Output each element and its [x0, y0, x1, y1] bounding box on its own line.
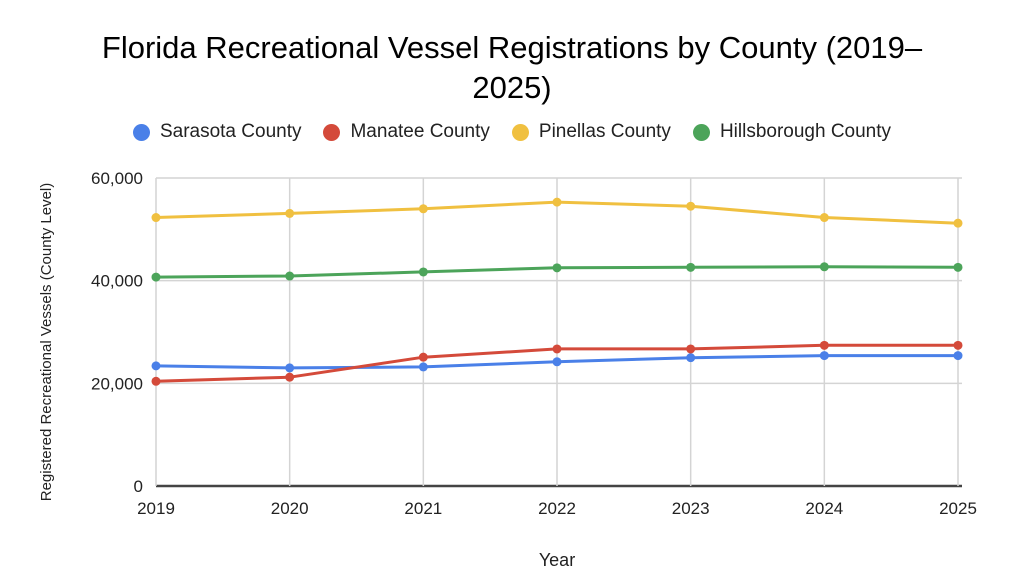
data-point[interactable]	[285, 271, 295, 281]
data-point[interactable]	[285, 363, 295, 373]
legend-item-manatee[interactable]: Manatee County	[323, 121, 490, 143]
legend-marker-icon	[692, 123, 710, 141]
data-point[interactable]	[418, 204, 428, 214]
data-point[interactable]	[151, 376, 161, 386]
data-point[interactable]	[151, 272, 161, 282]
data-point[interactable]	[151, 361, 161, 371]
data-point[interactable]	[552, 197, 562, 207]
data-point[interactable]	[418, 352, 428, 362]
x-tick-label: 2022	[538, 499, 576, 518]
data-point[interactable]	[552, 263, 562, 273]
data-point[interactable]	[953, 262, 963, 272]
data-point[interactable]	[953, 218, 963, 228]
y-axis-label: Registered Recreational Vessels (County …	[38, 183, 55, 502]
legend-label: Pinellas County	[538, 121, 671, 142]
y-tick-label: 60,000	[91, 169, 143, 188]
legend-label: Hillsborough County	[719, 121, 892, 142]
legend-item-pinellas[interactable]: Pinellas County	[511, 121, 671, 143]
grid-lines	[155, 177, 962, 488]
x-tick-label: 2024	[805, 499, 843, 518]
legend-label: Sarasota County	[159, 121, 302, 142]
y-tick-label: 20,000	[91, 374, 143, 393]
data-point[interactable]	[285, 208, 295, 218]
x-tick-label: 2023	[672, 499, 710, 518]
data-point[interactable]	[819, 213, 829, 223]
data-point[interactable]	[686, 353, 696, 363]
x-axis-label: Year	[539, 550, 575, 570]
data-point[interactable]	[819, 351, 829, 361]
data-point[interactable]	[418, 267, 428, 277]
data-point[interactable]	[953, 340, 963, 350]
y-tick-label: 40,000	[91, 272, 143, 291]
legend-marker-icon	[511, 123, 529, 141]
chart-title-line-2: 2025)	[472, 70, 552, 105]
x-tick-label: 2021	[404, 499, 442, 518]
chart-title: Florida Recreational Vessel Registration…	[0, 28, 1024, 108]
x-tick-label: 2020	[271, 499, 309, 518]
data-point[interactable]	[953, 351, 963, 361]
chart-title-line-1: Florida Recreational Vessel Registration…	[101, 30, 923, 65]
legend-label: Manatee County	[350, 121, 490, 142]
data-point[interactable]	[686, 201, 696, 211]
data-point[interactable]	[418, 362, 428, 372]
y-axis-ticks: 0 20,000 40,000 60,000	[91, 169, 143, 496]
data-point[interactable]	[819, 262, 829, 272]
data-point[interactable]	[552, 344, 562, 354]
data-point[interactable]	[819, 340, 829, 350]
chart-legend: Sarasota County Manatee County Pinellas …	[0, 121, 1024, 143]
legend-item-sarasota[interactable]: Sarasota County	[132, 121, 302, 143]
data-point[interactable]	[552, 357, 562, 367]
legend-marker-icon	[323, 123, 341, 141]
legend-item-hillsborough[interactable]: Hillsborough County	[692, 121, 892, 143]
legend-marker-icon	[132, 123, 150, 141]
x-tick-label: 2019	[137, 499, 175, 518]
data-point[interactable]	[285, 372, 295, 382]
series-points	[151, 197, 963, 386]
x-tick-label: 2025	[939, 499, 977, 518]
y-tick-label: 0	[134, 477, 143, 496]
x-axis-ticks: 2019 2020 2021 2022 2023 2024 2025	[137, 499, 977, 518]
data-point[interactable]	[686, 262, 696, 272]
data-point[interactable]	[151, 213, 161, 223]
data-point[interactable]	[686, 344, 696, 354]
